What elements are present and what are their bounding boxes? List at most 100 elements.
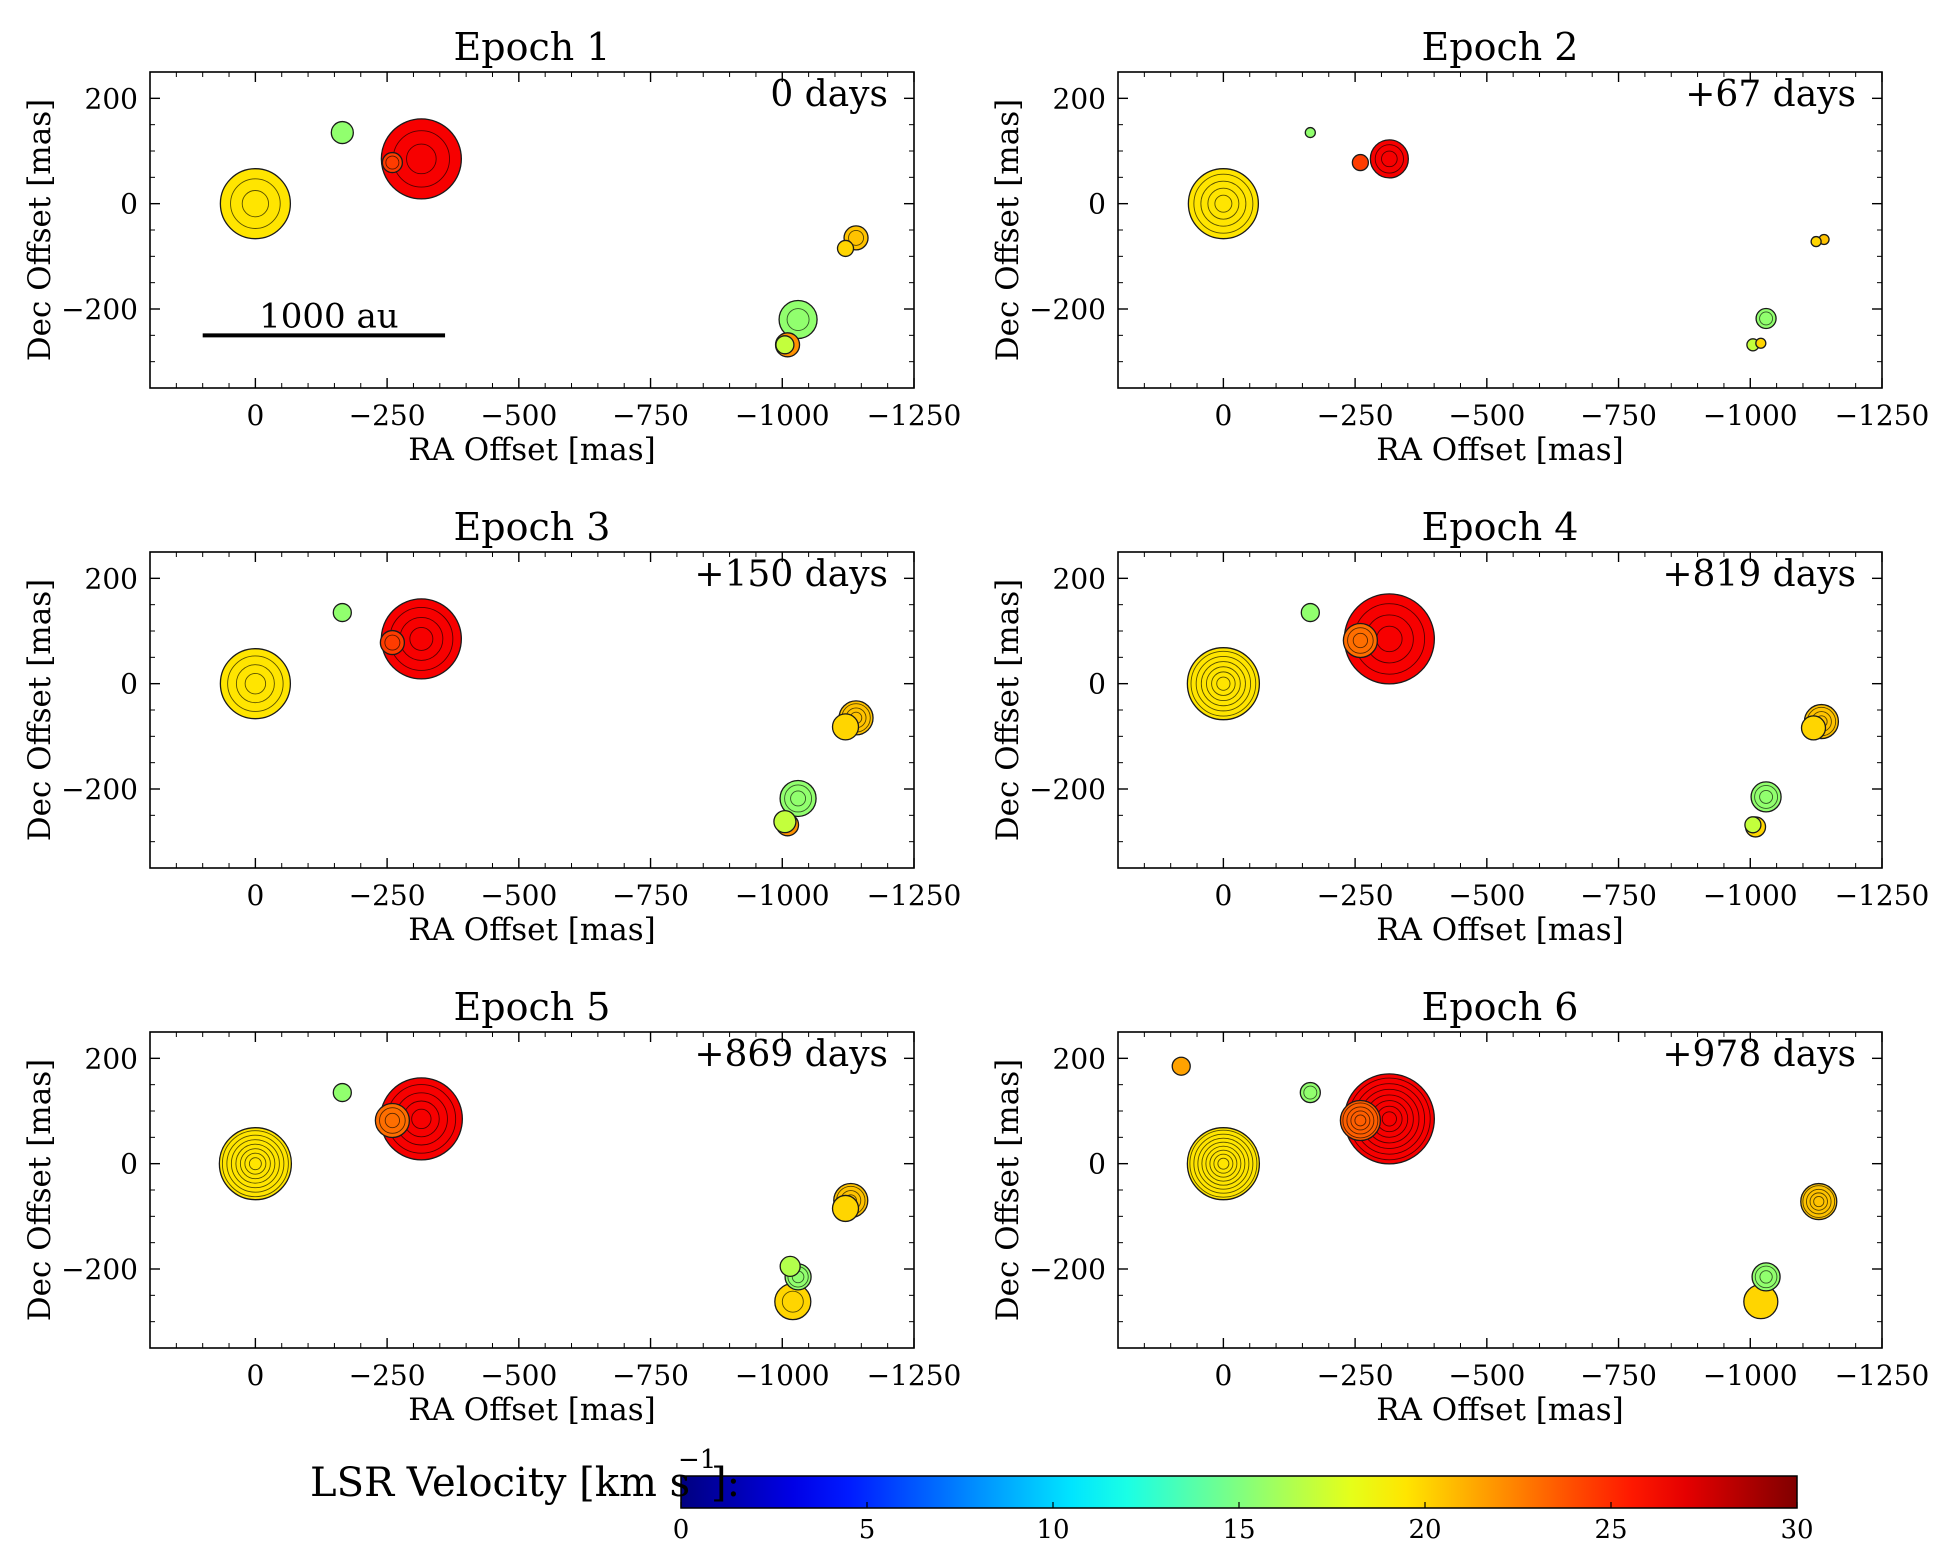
panel-epoch-6: Epoch 6 +978 days 0 −250 −500 −750 −1000 −1250 2… (990, 985, 1929, 1428)
maser-spot-disc (831, 1194, 860, 1223)
maser-spot (773, 810, 797, 834)
x-axis-label: RA Offset [mas] (1376, 912, 1624, 948)
maser-spot (1299, 1081, 1321, 1104)
x-tick-label: −500 (1448, 879, 1525, 912)
panel-title: Epoch 5 (454, 985, 611, 1029)
maser-spot-disc (1351, 153, 1370, 172)
maser-spot-ring (385, 155, 400, 170)
maser-spot-ring (411, 1108, 432, 1130)
x-tick-label: −250 (349, 1359, 426, 1392)
colorbar-tick-label: 20 (1408, 1515, 1441, 1542)
x-tick-label: −250 (349, 399, 426, 432)
maser-spot-disc (1304, 126, 1316, 139)
x-tick-label: 0 (1214, 1359, 1232, 1392)
maser-spot-ring (1206, 666, 1241, 702)
panel-title: Epoch 2 (1422, 25, 1579, 69)
x-tick-label: −500 (480, 879, 557, 912)
maser-spot-ring (384, 1112, 400, 1129)
maser-spot (831, 713, 860, 741)
maser-spot (1755, 307, 1777, 330)
panel-epoch-4: Epoch 4 +819 days 0 −250 −500 −750 −1000 −1250 2… (990, 505, 1929, 948)
maser-spot-ring (1213, 1153, 1234, 1174)
epoch-days-label: +819 days (1662, 554, 1856, 595)
maser-spot (1300, 602, 1320, 623)
colorbar-tick-label: 10 (1036, 1515, 1069, 1542)
maser-spot-ring (1197, 1137, 1250, 1190)
maser-spot-ring (1342, 1102, 1379, 1139)
y-tick-label: −200 (1029, 1253, 1106, 1286)
x-axis-label: RA Offset [mas] (408, 1392, 656, 1428)
x-tick-label: −1000 (1703, 1359, 1798, 1392)
maser-spot-disc (381, 151, 404, 174)
maser-spot-disc (332, 1082, 352, 1103)
maser-spot-ring (1374, 144, 1404, 174)
maser-spot (1369, 139, 1410, 179)
maser-spot (380, 598, 463, 680)
colorbar-label: LSR Velocity [km s (310, 1460, 690, 1506)
y-tick-label: 200 (1053, 82, 1106, 115)
maser-spot-disc (1744, 816, 1762, 834)
maser-spot-ring (1195, 656, 1252, 712)
maser-spot-ring (1209, 1149, 1238, 1178)
maser-spot-disc (1342, 622, 1379, 659)
y-tick-label: −200 (1029, 293, 1106, 326)
maser-spot (1342, 622, 1379, 659)
maser-spot-disc (779, 779, 817, 818)
maser-spot-ring (241, 190, 269, 218)
maser-spot-disc (332, 602, 352, 623)
x-tick-label: 0 (1214, 879, 1232, 912)
maser-spot-ring (221, 1130, 289, 1198)
maser-spot-disc (1186, 647, 1261, 721)
maser-spot-ring (1802, 1185, 1836, 1218)
panel-epoch-5: Epoch 5 +869 days 0 −250 −500 −750 −1000 −1250 2… (22, 985, 961, 1428)
maser-spot-disc (1171, 1056, 1191, 1076)
x-tick-label: −750 (1580, 399, 1657, 432)
maser-spot-ring (1189, 1129, 1258, 1198)
y-tick-label: 0 (120, 1148, 138, 1181)
panel-title: Epoch 4 (1422, 505, 1579, 549)
maser-spot (330, 120, 354, 145)
maser-spot-disc (1751, 1262, 1781, 1292)
x-tick-label: −750 (612, 879, 689, 912)
maser-spot-ring (1193, 1133, 1254, 1194)
maser-spots (1187, 126, 1830, 352)
maser-spot (332, 1082, 352, 1103)
maser-spot-disc (374, 1102, 411, 1139)
y-tick-label: −200 (61, 293, 138, 326)
y-tick-label: 200 (85, 562, 138, 595)
maser-spot-disc (775, 335, 795, 355)
maser-spot-ring (406, 143, 437, 175)
maser-spot-ring (1303, 1085, 1318, 1100)
epoch-days-label: 0 days (770, 74, 888, 115)
maser-spot-disc (330, 120, 354, 145)
x-tick-label: −500 (480, 1359, 557, 1392)
x-tick-label: −750 (612, 399, 689, 432)
maser-spot (1343, 1073, 1436, 1165)
maser-spot-ring (1214, 194, 1233, 213)
x-tick-label: −1250 (867, 879, 962, 912)
maser-spot-ring (239, 1148, 271, 1180)
maser-spot-ring (1190, 650, 1257, 717)
maser-spots (1171, 1056, 1838, 1320)
maser-spot-ring (230, 178, 281, 229)
maser-spot-ring (1754, 1265, 1778, 1289)
panel-epoch-2: Epoch 2 +67 days 0 −250 −500 −750 −1000 −1250 20… (990, 25, 1929, 468)
y-tick-label: 0 (120, 668, 138, 701)
y-axis-label: Dec Offset [mas] (990, 99, 1026, 361)
maser-spot-ring (1200, 661, 1246, 707)
y-tick-label: −200 (61, 1253, 138, 1286)
x-tick-label: −1250 (1835, 399, 1930, 432)
maser-spot-disc (836, 239, 855, 258)
y-tick-label: 0 (1088, 188, 1106, 221)
maser-spot-ring (226, 1134, 285, 1193)
colorbar-tick-label: 5 (859, 1515, 876, 1542)
x-tick-label: −1250 (867, 1359, 962, 1392)
maser-spot (831, 1194, 860, 1223)
maser-spot-disc (1369, 139, 1410, 179)
panel-title: Epoch 1 (454, 25, 611, 69)
maser-spots (219, 118, 869, 358)
colorbar: 0 5 10 15 20 25 30 LSR Velocity [km s−1]: (310, 1445, 1814, 1542)
maser-spot-ring (235, 1143, 276, 1184)
x-tick-label: −1250 (867, 399, 962, 432)
